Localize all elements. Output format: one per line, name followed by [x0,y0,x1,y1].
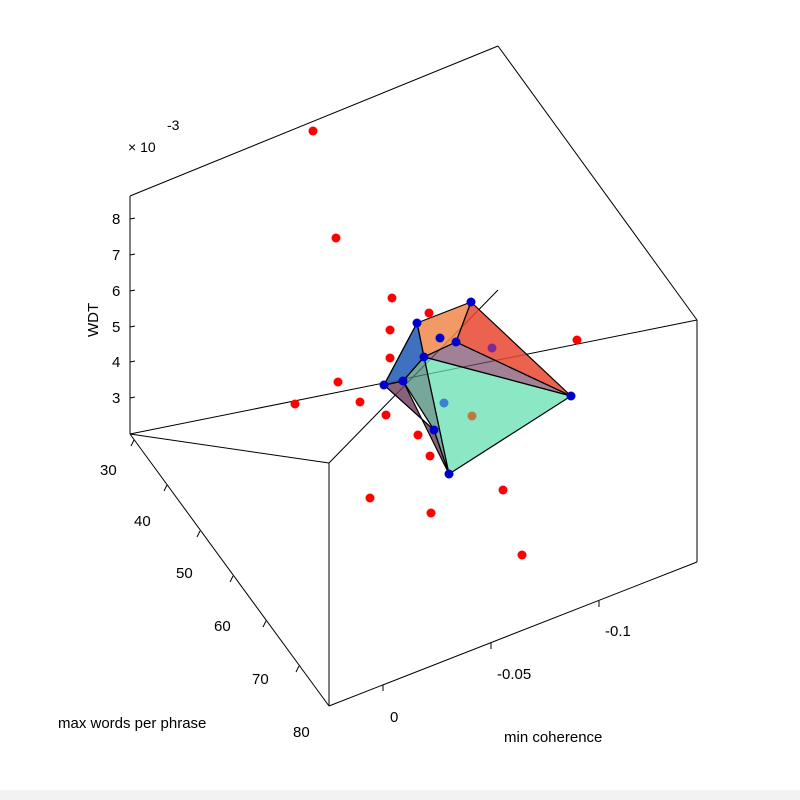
box-edge [129,45,499,197]
z-tick-label: 8 [112,211,120,228]
y-tick-label: 50 [176,565,193,582]
data-point [498,485,508,495]
z-tick-label: 5 [112,319,120,336]
data-point [419,352,429,362]
box-edge [129,433,330,464]
x-tick-label: 0 [390,709,398,726]
data-point [333,377,343,387]
data-point [365,493,375,503]
data-point [331,233,341,243]
y-tick-label: 60 [214,618,231,635]
scatter-points [290,126,582,560]
z-axis-label: WDT [85,303,102,337]
data-point [424,308,434,318]
data-point [517,550,527,560]
z-tick-label: 6 [112,283,120,300]
data-point [487,343,497,353]
window-bottom-strip [0,790,800,800]
box-edge [329,463,697,562]
data-point [387,293,397,303]
data-point [467,411,477,421]
data-point [398,376,408,386]
axes-box-back [129,45,698,707]
z-tick-label: 3 [112,390,120,407]
x-axis-label: min coherence [504,729,602,746]
data-point [412,318,422,328]
box-edge [328,561,698,707]
data-point [566,391,576,401]
data-point [435,333,445,343]
data-point [451,337,461,347]
data-point [355,397,365,407]
data-point [572,335,582,345]
convex-hull [383,301,572,475]
data-point [381,410,391,420]
data-point [413,430,423,440]
box-edge [497,45,698,321]
y-tick-label: 80 [293,724,310,741]
data-point [425,451,435,461]
x-tick-label: -0.05 [497,666,531,683]
y-tick-label: 70 [252,671,269,688]
data-point [444,469,454,479]
box-edge [129,433,330,707]
z-exponent-base: × 10 [128,139,156,155]
data-point [385,353,395,363]
data-point [429,425,439,435]
z-tick-label: 7 [112,247,120,264]
x-tick-label: -0.1 [605,623,631,640]
z-tick-label: 4 [112,354,120,371]
data-point [466,297,476,307]
data-point [439,398,449,408]
y-axis-label: max words per phrase [58,715,206,732]
y-tick-label: 40 [134,513,151,530]
data-point [385,325,395,335]
z-exponent-power: -3 [167,117,180,133]
data-point [426,508,436,518]
data-point [308,126,318,136]
y-tick-label: 30 [100,462,117,479]
data-point [379,380,389,390]
tick-marks [129,217,600,691]
data-point [290,399,300,409]
